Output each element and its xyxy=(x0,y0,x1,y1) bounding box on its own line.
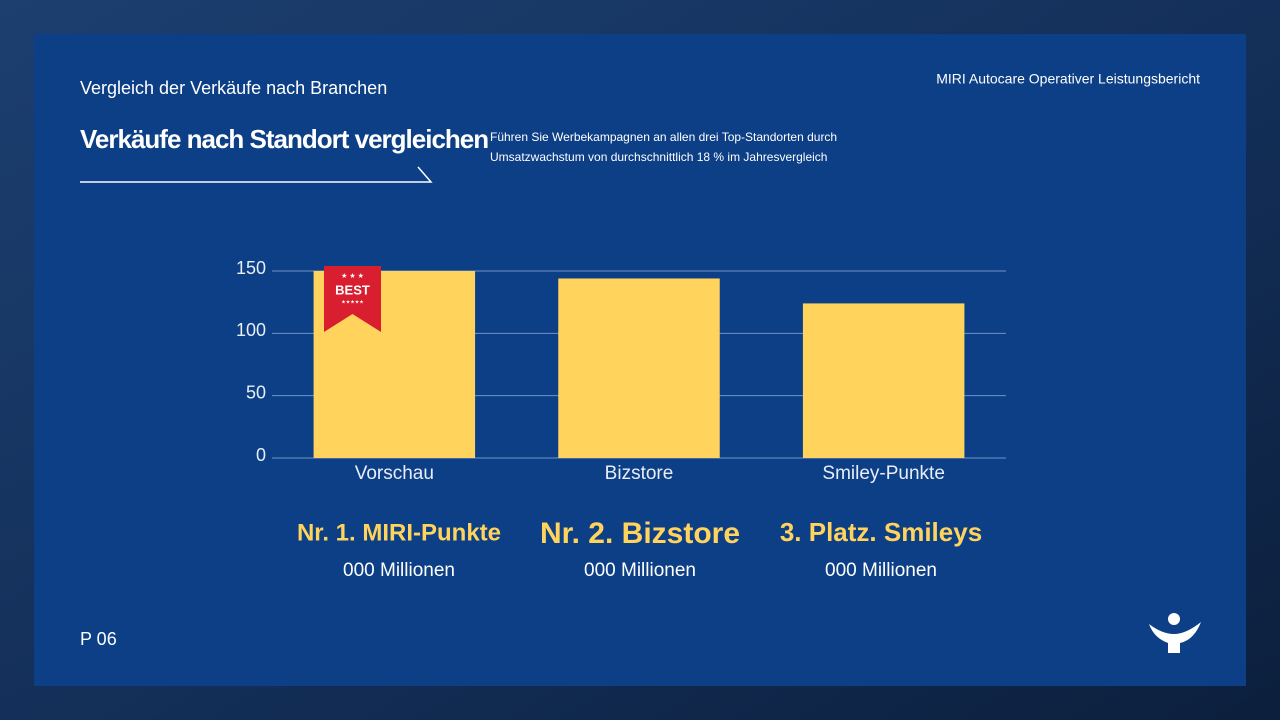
badge-label: BEST xyxy=(335,282,370,297)
y-tick-label: 0 xyxy=(256,445,266,465)
ranking-subtitle: 000 Millionen xyxy=(825,560,937,581)
ranking-subtitle: 000 Millionen xyxy=(584,560,696,581)
heading: Verkäufe nach Standort vergleichen xyxy=(80,124,488,154)
y-tick-label: 100 xyxy=(236,320,266,340)
y-tick-label: 150 xyxy=(236,258,266,278)
ranking-title: Nr. 2. Bizstore xyxy=(540,517,740,550)
badge-stars: ★★★★★ xyxy=(341,299,364,305)
ribbon xyxy=(324,266,381,332)
ranking-title: 3. Platz. Smileys xyxy=(780,517,982,547)
description-line: Führen Sie Werbekampagnen an allen drei … xyxy=(490,130,837,144)
bar xyxy=(802,303,965,458)
heading-underline xyxy=(80,166,433,183)
x-tick-label: Vorschau xyxy=(355,463,434,484)
badge-stars: ★ ★ ★ xyxy=(341,272,364,280)
y-tick-label: 50 xyxy=(246,382,266,402)
logo xyxy=(1149,613,1201,653)
x-tick-label: Bizstore xyxy=(605,463,674,484)
report-title: MIRI Autocare Operativer Leistungsberich… xyxy=(936,71,1200,87)
section-title: Vergleich der Verkäufe nach Branchen xyxy=(80,78,387,98)
description-line: Umsatzwachstum von durchschnittlich 18 %… xyxy=(490,150,827,164)
best-badge: BEST ★ ★ ★ ★★★★★ xyxy=(324,266,381,332)
x-tick-label: Smiley-Punkte xyxy=(822,463,945,484)
bar xyxy=(558,278,720,458)
ranking-subtitle: 000 Millionen xyxy=(343,560,455,581)
page-number: P 06 xyxy=(80,629,117,649)
ranking-title: Nr. 1. MIRI-Punkte xyxy=(297,519,501,546)
